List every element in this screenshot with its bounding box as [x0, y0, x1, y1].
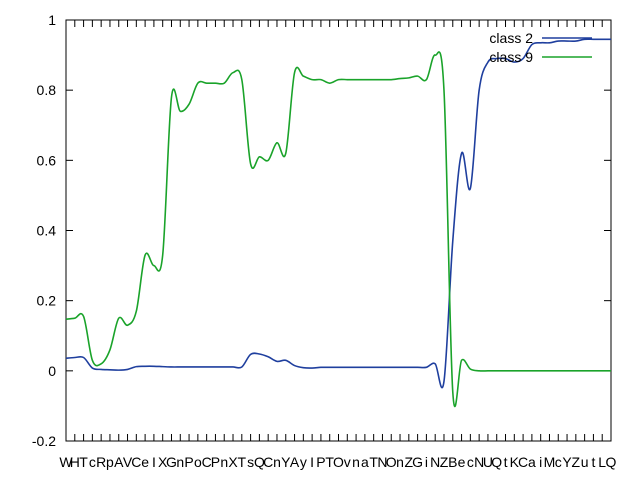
x-tick-label: p [106, 454, 114, 470]
x-tick-label: T [238, 454, 247, 470]
series-line-class-9 [65, 51, 611, 408]
x-tick-label: Z [440, 454, 449, 470]
y-tick-label: -0.2 [32, 433, 56, 449]
y-tick-label: 1 [48, 12, 56, 28]
x-tick-label: U [483, 454, 493, 470]
x-tick-label: K [510, 454, 520, 470]
x-tick-label: C [202, 454, 212, 470]
x-tick-label: G [166, 454, 177, 470]
x-tick-label: Z [405, 454, 414, 470]
x-tick-label: P [211, 454, 220, 470]
x-tick-label: i [539, 454, 542, 470]
plot-frame [65, 19, 612, 442]
x-tick-label: N [430, 454, 440, 470]
x-tick-label: N [474, 454, 484, 470]
x-tick-label: o [194, 454, 202, 470]
x-tick-label: W [59, 454, 73, 470]
x-tick-label: C [263, 454, 273, 470]
x-tick-label: T [79, 454, 88, 470]
x-tick-label: I [310, 454, 314, 470]
x-tick-label: R [96, 454, 106, 470]
x-tick-label: y [300, 454, 307, 470]
x-tick-label: O [333, 454, 344, 470]
x-tick-label: t [504, 454, 508, 470]
x-tick-label: t [591, 454, 595, 470]
legend-label-class-9: class 9 [489, 49, 533, 65]
x-tick-label: c [555, 454, 562, 470]
x-tick-label: H [70, 454, 80, 470]
x-tick-label: M [544, 454, 556, 470]
x-tick-label: c [89, 454, 96, 470]
x-tick-label: Y [281, 454, 291, 470]
x-tick-label: I [152, 454, 156, 470]
x-tick-label: e [141, 454, 149, 470]
y-tick-label: 0.6 [37, 152, 57, 168]
legend-label-class-2: class 2 [489, 30, 533, 46]
x-tick-label: V [123, 454, 133, 470]
legend: class 2 class 9 [489, 30, 592, 65]
x-tick-label: s [247, 454, 254, 470]
x-tick-label: Q [254, 454, 265, 470]
x-tick-label: T [325, 454, 334, 470]
y-tick-label: 0 [48, 363, 56, 379]
x-tick-label: B [448, 454, 457, 470]
y-axis: -0.2 0 0.2 0.4 0.6 0.8 1 [32, 12, 611, 449]
x-tick-label: P [316, 454, 325, 470]
x-tick-label: e [458, 454, 466, 470]
x-tick-label: T [369, 454, 378, 470]
x-tick-label: Q [606, 454, 617, 470]
x-tick-label: n [273, 454, 281, 470]
plot-border [65, 19, 612, 442]
x-tick-label: P [184, 454, 193, 470]
x-tick-label: n [396, 454, 404, 470]
x-tick-label: A [114, 454, 124, 470]
x-tick-label: C [131, 454, 141, 470]
x-tick-label: N [377, 454, 387, 470]
x-tick-label: O [386, 454, 397, 470]
x-tick-label: G [412, 454, 423, 470]
x-tick-label: Y [562, 454, 572, 470]
x-tick-label: u [581, 454, 589, 470]
x-tick-label: n [220, 454, 228, 470]
x-tick-label: X [228, 454, 238, 470]
x-tick-label: n [352, 454, 360, 470]
x-tick-label: a [361, 454, 369, 470]
x-tick-label: i [425, 454, 428, 470]
y-tick-label: 0.4 [37, 223, 57, 239]
x-tick-label: C [518, 454, 528, 470]
x-tick-label: c [467, 454, 474, 470]
x-tick-label: v [344, 454, 351, 470]
x-tick-label: A [290, 454, 300, 470]
x-tick-label: L [598, 454, 606, 470]
series-layer [65, 38, 611, 408]
x-tick-label: Z [572, 454, 581, 470]
y-tick-label: 0.2 [37, 293, 57, 309]
x-tick-label: Q [491, 454, 502, 470]
y-tick-label: 0.8 [37, 82, 57, 98]
x-tick-label: X [158, 454, 168, 470]
series-line-class-2 [65, 38, 611, 389]
x-tick-label: n [176, 454, 184, 470]
x-tick-label: a [528, 454, 536, 470]
